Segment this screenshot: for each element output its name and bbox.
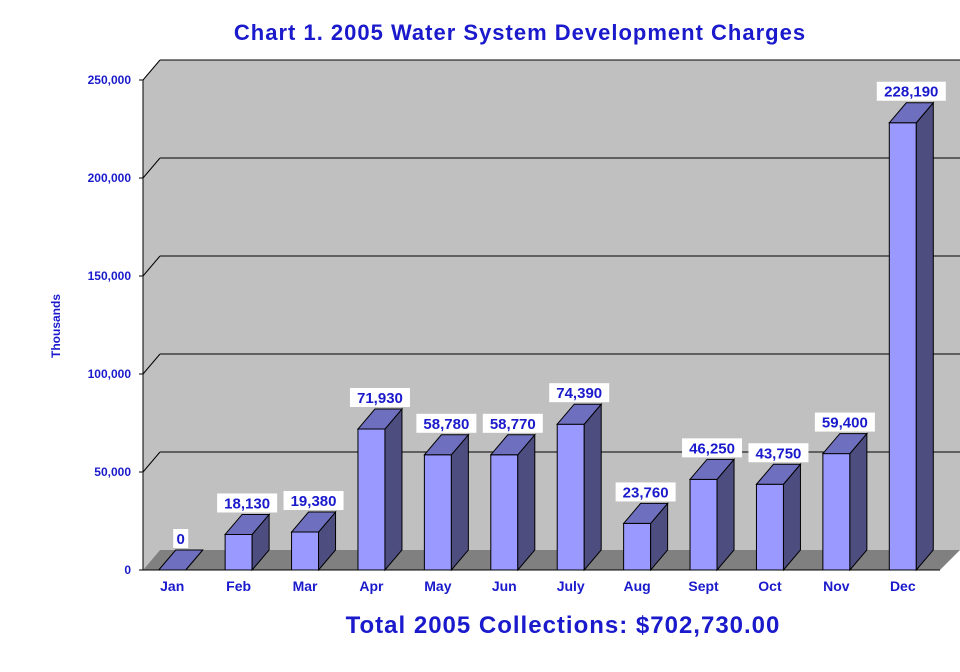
y-axis-ticks: 0 50,000 100,000 150,000 200,000 250,000 [88,73,143,577]
bar [423,433,470,572]
gridline-depth [142,59,161,81]
x-tick-label: Sept [688,578,719,594]
bars [157,101,935,572]
bar [556,402,603,572]
back-wall [143,60,960,570]
bar [821,432,868,572]
data-label: 58,780 [423,416,469,433]
data-label: 43,750 [756,445,802,462]
bar-top [157,549,204,571]
bar-front [689,478,718,571]
data-label: 71,930 [357,390,403,407]
x-tick-label: Jan [160,578,184,594]
y-tick-label: 200,000 [88,171,132,185]
bar-side [517,433,536,572]
x-tick-label: Feb [226,578,251,594]
gridline-depth [142,353,161,375]
bar-top [888,102,935,124]
x-tick-label: July [557,578,585,594]
gridline-depth [142,255,161,277]
bar-top [423,434,470,456]
bar-top [755,463,802,485]
bar-top [489,434,536,456]
data-label-bg [748,443,809,463]
bar-side [915,101,934,572]
x-tick-label: Aug [624,578,651,594]
floor [143,550,960,570]
y-tick-label: 250,000 [88,73,132,87]
bar [224,513,271,572]
x-tick-label: May [424,578,451,594]
chart-title: Chart 1. 2005 Water System Development C… [234,20,806,45]
y-tick-label: 150,000 [88,269,132,283]
bar-front [423,454,452,571]
data-label-bg [549,383,610,403]
bar [755,462,802,572]
bar-front [224,533,253,571]
x-tick-label: Mar [293,578,318,594]
bar-front [291,531,320,571]
bar-side [583,402,602,572]
bar [688,457,736,572]
data-label-bg [416,413,477,433]
data-label-bg [217,493,278,513]
y-axis-label: Thousands [49,294,63,358]
bar-front [888,122,917,571]
bar [622,502,669,572]
data-labels: 0 18,130 19,380 71,930 58,780 58,770 74,390 23,… [173,81,946,548]
bar-top [356,408,404,430]
y-tick-label: 100,000 [88,367,132,381]
data-label: 228,190 [884,84,938,101]
gridline-depth [142,157,161,179]
bar-top [290,511,337,533]
bar-side [384,407,403,572]
gridline-depth [142,451,161,473]
bar [157,549,204,571]
data-label: 18,130 [224,495,270,512]
bar-side [450,433,469,572]
x-tick-label: Jun [492,578,517,594]
data-label: 23,760 [623,484,669,501]
bar [356,407,404,572]
data-label-bg [682,438,743,458]
bar-front [822,453,851,571]
x-tick-label: Dec [890,578,916,594]
bar-front [490,454,519,571]
total-collections-caption: Total 2005 Collections: $702,730.00 [346,612,781,639]
bar-front [755,483,784,571]
x-tick-label: Nov [823,578,850,594]
data-label: 19,380 [291,493,337,510]
bar [888,101,935,572]
bar-front [357,428,386,571]
bar-top [224,513,271,535]
data-label: 0 [177,531,185,548]
data-label-bg [615,482,676,502]
data-label: 58,770 [490,416,536,433]
bar [489,433,536,572]
bar [290,510,337,572]
y-tick-label: 50,000 [94,465,131,479]
bar-top [821,433,868,455]
data-label-bg [173,529,189,548]
bar-front [556,423,585,571]
bar-top [556,403,603,425]
data-label-bg [876,81,946,101]
data-label: 59,400 [822,415,868,432]
x-tick-label: Oct [758,578,782,594]
data-label-bg [349,388,410,408]
data-label: 46,250 [689,440,735,457]
bar-top [622,502,669,524]
data-label-bg [482,413,543,433]
bar-front [623,522,652,571]
bar-side [849,432,868,572]
data-label-bg [283,491,344,511]
data-label-bg [814,412,875,432]
y-tick-label: 0 [124,563,131,577]
x-tick-label: Apr [359,578,384,594]
data-label: 74,390 [556,385,602,402]
x-axis-ticks: Jan Feb Mar Apr May Jun July Aug Sept Oct Nov Dec [160,578,916,594]
bar-top [688,458,736,480]
